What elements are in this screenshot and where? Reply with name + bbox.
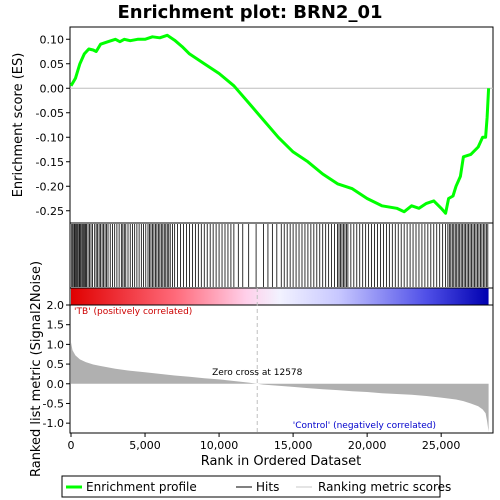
metric-x-axis: 0 5,000 10,000 15,000 20,000 25,000 bbox=[68, 433, 461, 452]
metric-ytick-label: 1.0 bbox=[47, 338, 65, 351]
legend-profile-label: Enrichment profile bbox=[86, 480, 197, 494]
enrichment-profile-line bbox=[69, 33, 491, 215]
legend-hits-label: Hits bbox=[256, 480, 279, 494]
metric-y-axis-label: Ranked list metric (Signal2Noise) bbox=[29, 261, 44, 477]
metric-xtick-label: 5,000 bbox=[129, 439, 161, 452]
metric-ytick-label: 0.5 bbox=[47, 358, 65, 371]
zero-cross-label: Zero cross at 12578 bbox=[212, 368, 303, 378]
es-y-axis-label: Enrichment score (ES) bbox=[11, 53, 26, 198]
metric-ytick-label: -1.0 bbox=[43, 417, 64, 430]
es-ytick-label: 0.05 bbox=[40, 58, 65, 71]
es-ytick-label: -0.25 bbox=[36, 205, 64, 218]
es-ytick-label: -0.10 bbox=[36, 131, 64, 144]
legend: Enrichment profile Hits Ranking metric s… bbox=[61, 475, 451, 498]
metric-x-axis-label: Rank in Ordered Dataset bbox=[201, 454, 362, 469]
metric-ytick-label: 2.0 bbox=[47, 299, 65, 312]
metric-xtick-label: 20,000 bbox=[348, 439, 387, 452]
es-ytick-label: 0.10 bbox=[40, 33, 65, 46]
es-ytick-label: -0.20 bbox=[36, 180, 64, 193]
positive-correlation-label: 'TB' (positively correlated) bbox=[74, 307, 192, 317]
chart-title: Enrichment plot: BRN2_01 bbox=[118, 2, 383, 23]
es-ytick-label: -0.15 bbox=[36, 156, 64, 169]
ranking-gradient-bar bbox=[71, 288, 489, 305]
es-ytick-label: -0.05 bbox=[36, 107, 64, 120]
metric-xtick-label: 25,000 bbox=[422, 439, 461, 452]
metric-ytick-label: 1.5 bbox=[47, 319, 65, 332]
hits-marks bbox=[71, 224, 489, 287]
legend-metric-label: Ranking metric scores bbox=[318, 480, 451, 494]
metric-ytick-label: 0.0 bbox=[47, 378, 65, 391]
metric-panel-frame bbox=[69, 304, 494, 434]
negative-correlation-label: 'Control' (negatively correlated) bbox=[293, 421, 436, 431]
metric-ytick-label: -0.5 bbox=[43, 397, 64, 410]
metric-y-axis: 2.0 1.5 1.0 0.5 0.0 -0.5 -1.0 bbox=[43, 299, 70, 430]
es-y-axis: 0.10 0.05 0.00 -0.05 -0.10 -0.15 -0.20 -0.25 bbox=[36, 33, 70, 218]
metric-xtick-label: 15,000 bbox=[274, 439, 313, 452]
es-ytick-label: 0.00 bbox=[40, 82, 65, 95]
ranking-metric-area bbox=[71, 342, 489, 432]
es-panel-frame bbox=[69, 26, 494, 224]
metric-xtick-label: 0 bbox=[68, 439, 75, 452]
metric-xtick-label: 10,000 bbox=[200, 439, 239, 452]
